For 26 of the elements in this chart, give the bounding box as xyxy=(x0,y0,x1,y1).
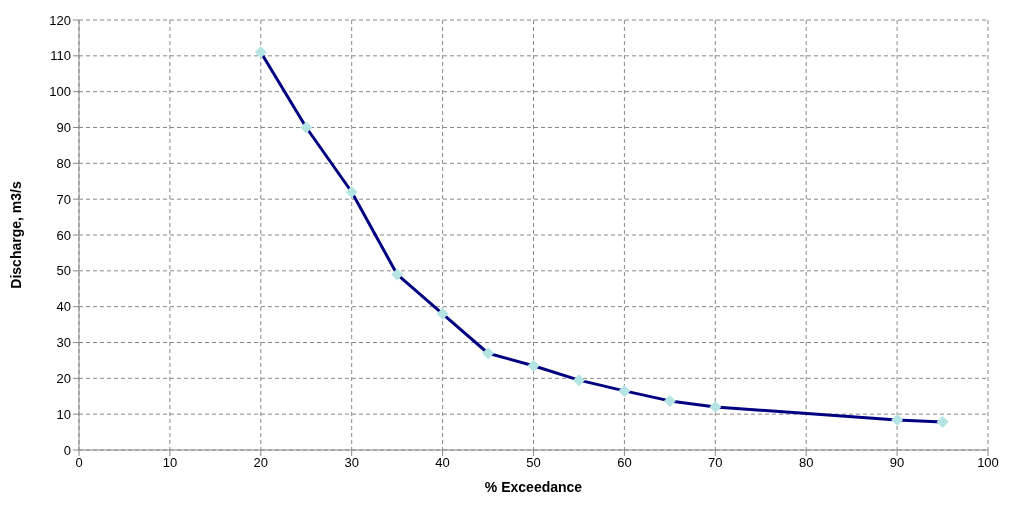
x-tick-label: 0 xyxy=(75,455,83,471)
x-tick-label: 20 xyxy=(253,455,269,471)
y-tick-label: 120 xyxy=(49,12,71,28)
x-tick-label: 80 xyxy=(798,455,814,471)
x-tick-label: 90 xyxy=(889,455,905,471)
y-tick-label: 70 xyxy=(56,191,71,207)
x-tick-label: 10 xyxy=(162,455,178,471)
y-tick-label: 30 xyxy=(56,335,71,351)
y-tick-label: 90 xyxy=(56,120,71,136)
y-tick-label: 40 xyxy=(56,299,71,315)
y-axis-title: Discharge, m3/s xyxy=(7,181,24,289)
y-tick-label: 110 xyxy=(50,48,71,64)
x-tick-label: 50 xyxy=(526,455,541,471)
x-axis-title: % Exceedance xyxy=(484,479,583,495)
x-tick-label: 100 xyxy=(977,455,999,471)
y-tick-label: 100 xyxy=(49,84,71,100)
x-tick-label: 40 xyxy=(435,455,450,471)
y-tick-label: 20 xyxy=(56,370,71,386)
x-tick-label: 70 xyxy=(708,455,723,471)
y-tick-label: 0 xyxy=(63,442,71,458)
x-tick-label: 30 xyxy=(344,455,359,471)
y-tick-label: 60 xyxy=(56,227,71,243)
y-tick-label: 80 xyxy=(56,155,71,171)
y-tick-label: 10 xyxy=(56,406,71,422)
y-tick-label: 50 xyxy=(56,263,71,279)
x-tick-label: 60 xyxy=(617,455,632,471)
